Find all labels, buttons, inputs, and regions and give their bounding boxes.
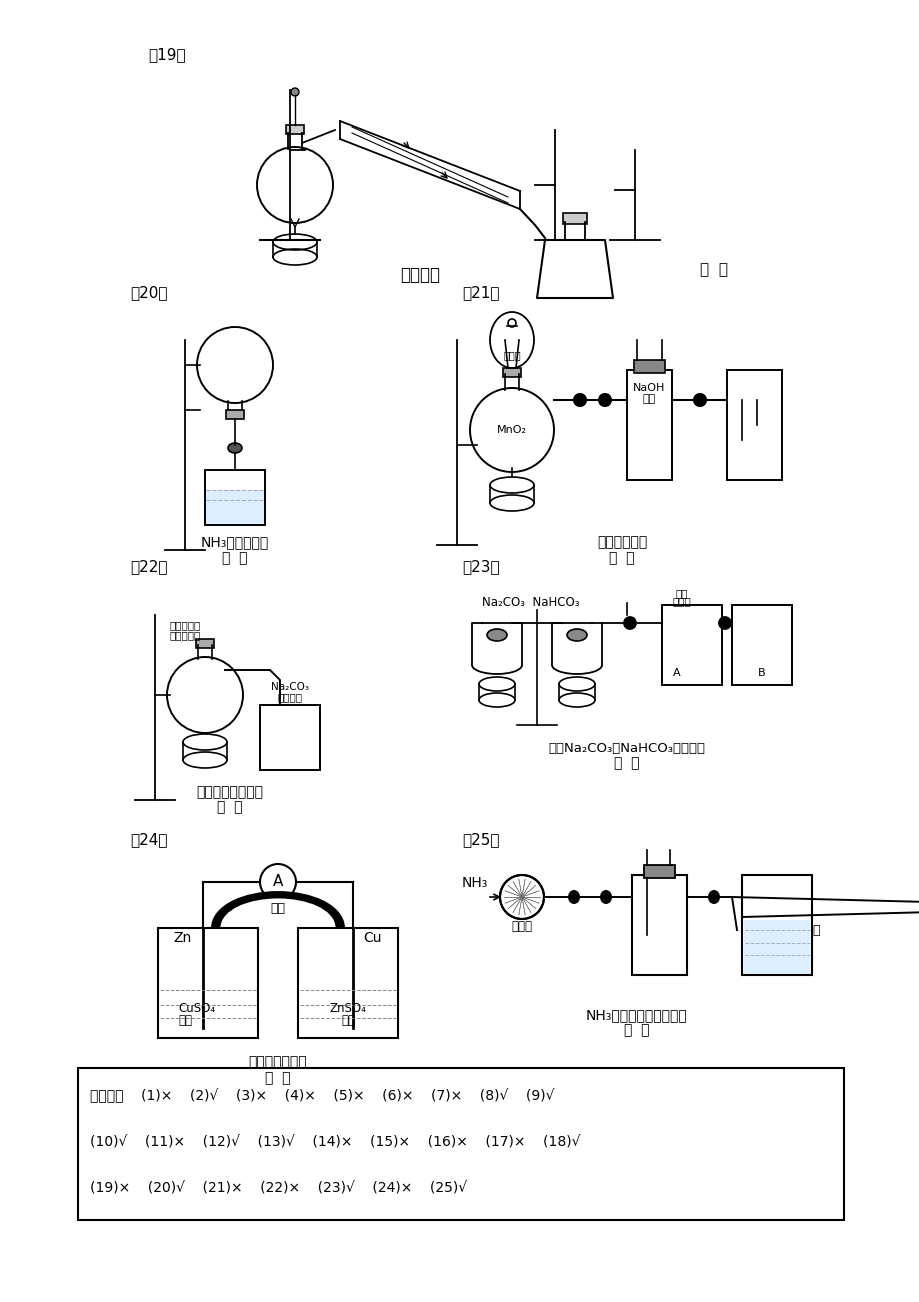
Text: （  ）: （ ） (222, 551, 247, 565)
Text: (19)×    (20)√    (21)×    (22)×    (23)√    (24)×    (25)√: (19)× (20)√ (21)× (22)× (23)√ (24)× (25)… (90, 1181, 467, 1195)
Ellipse shape (228, 443, 242, 453)
Text: NaOH: NaOH (632, 383, 664, 393)
Bar (627, 370, 671, 480)
Ellipse shape (719, 617, 731, 629)
Text: 溶液: 溶液 (641, 395, 655, 404)
Text: A: A (273, 875, 283, 889)
Text: ZnSO₄: ZnSO₄ (329, 1001, 366, 1014)
Text: CuSO₄: CuSO₄ (177, 1001, 215, 1014)
Text: B: B (757, 668, 765, 678)
Text: （  ）: （ ） (699, 263, 727, 277)
Text: A: A (673, 668, 680, 678)
Ellipse shape (709, 891, 719, 904)
Ellipse shape (566, 629, 586, 641)
Text: （  ）: （ ） (614, 756, 639, 769)
Bar (503, 368, 520, 378)
Text: (10)√    (11)×    (12)√    (13)√    (14)×    (15)×    (16)×    (17)×    (18)√: (10)√ (11)× (12)√ (13)√ (14)× (15)× (16)… (90, 1137, 580, 1150)
Bar (743, 921, 809, 974)
Bar (78, 1068, 843, 1220)
Text: 酸和浓硫酸: 酸和浓硫酸 (170, 630, 201, 641)
Text: Na₂CO₃: Na₂CO₃ (271, 682, 309, 691)
Text: Na₂CO₃  NaHCO₃: Na₂CO₃ NaHCO₃ (482, 596, 579, 609)
Bar (206, 490, 264, 523)
Bar (662, 605, 721, 685)
Bar (286, 125, 303, 134)
Text: NH₃: NH₃ (461, 876, 488, 891)
Text: 溶液: 溶液 (177, 1013, 192, 1026)
Bar (726, 370, 781, 480)
Text: （20）: （20） (130, 285, 167, 301)
Bar (631, 875, 686, 975)
Text: （22）: （22） (130, 560, 167, 574)
Text: NH₃的干燥、收集及处理: NH₃的干燥、收集及处理 (585, 1008, 687, 1022)
Text: （  ）: （ ） (608, 551, 634, 565)
Bar (158, 928, 257, 1038)
Text: （23）: （23） (461, 560, 499, 574)
Text: 实验室制乙酸乙酯: 实验室制乙酸乙酯 (197, 785, 263, 799)
Ellipse shape (573, 395, 585, 406)
Text: 饱和溶液: 饱和溶液 (278, 691, 302, 702)
Ellipse shape (600, 891, 610, 904)
Text: （  ）: （ ） (265, 1072, 290, 1085)
Text: 实验室制氯气: 实验室制氯气 (596, 535, 646, 549)
Ellipse shape (693, 395, 705, 406)
Text: 乙醇、冰醋: 乙醇、冰醋 (170, 620, 201, 630)
Bar (226, 410, 244, 419)
Text: 比较Na₂CO₃、NaHCO₃的稳定性: 比较Na₂CO₃、NaHCO₃的稳定性 (548, 742, 705, 754)
Text: （19）: （19） (148, 47, 186, 62)
Ellipse shape (623, 617, 635, 629)
Text: Zn: Zn (174, 931, 192, 945)
Text: 碱石灰: 碱石灰 (511, 921, 532, 934)
Text: NH₃的喷泉实验: NH₃的喷泉实验 (200, 535, 269, 549)
Text: 液盐酸: 液盐酸 (503, 350, 520, 359)
Text: 盐桥: 盐桥 (270, 901, 285, 914)
Text: （  ）: （ ） (217, 799, 243, 814)
Text: 蚕馏石油: 蚕馏石油 (400, 266, 439, 284)
Text: 构成锵锌原电池: 构成锵锌原电池 (248, 1055, 307, 1069)
Bar (732, 605, 791, 685)
Bar (742, 875, 811, 975)
Bar (196, 639, 214, 648)
Text: （25）: （25） (461, 832, 499, 848)
Text: 自主核对    (1)×    (2)√    (3)×    (4)×    (5)×    (6)×    (7)×    (8)√    (9)√: 自主核对 (1)× (2)√ (3)× (4)× (5)× (6)× (7)× … (90, 1088, 554, 1103)
Bar (633, 359, 664, 372)
Bar (562, 214, 586, 224)
Text: 溶液: 溶液 (341, 1013, 355, 1026)
Bar (643, 865, 675, 878)
Text: （24）: （24） (130, 832, 167, 848)
Text: 水: 水 (811, 923, 819, 936)
Bar (260, 704, 320, 769)
Text: 石灰水: 石灰水 (672, 596, 690, 605)
Text: （  ）: （ ） (624, 1023, 649, 1036)
Text: 澄清: 澄清 (675, 589, 687, 598)
Text: Cu: Cu (363, 931, 381, 945)
Circle shape (290, 89, 299, 96)
Bar (205, 470, 265, 525)
Ellipse shape (568, 891, 578, 904)
Ellipse shape (486, 629, 506, 641)
Text: MnO₂: MnO₂ (496, 424, 527, 435)
Ellipse shape (598, 395, 610, 406)
Bar (298, 928, 398, 1038)
Text: （21）: （21） (461, 285, 499, 301)
